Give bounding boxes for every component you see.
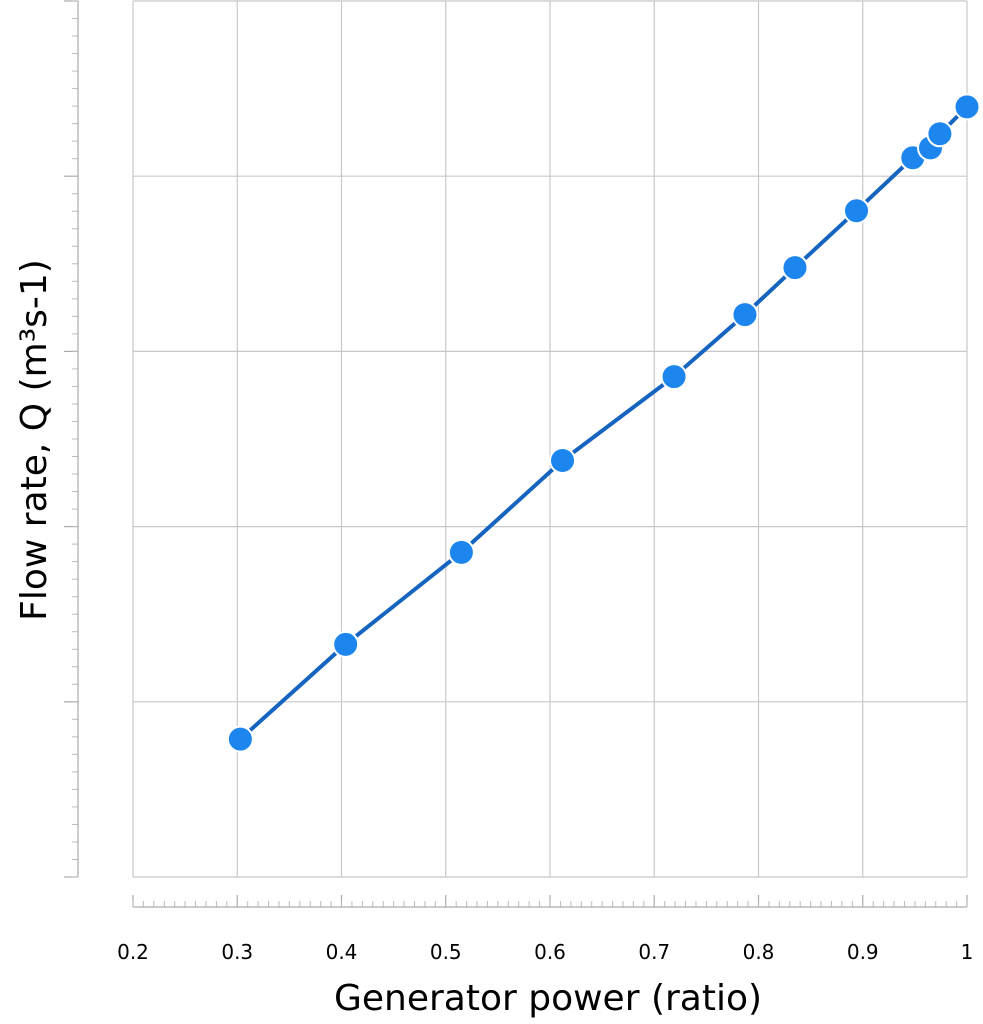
data-point: [842, 197, 870, 225]
x-tick-label: 0.5: [430, 940, 462, 964]
x-axis-label: Generator power (ratio): [334, 978, 762, 1019]
data-point: [332, 630, 360, 658]
data-point: [953, 93, 981, 121]
x-tick-label: 1: [961, 940, 974, 964]
x-tick-label: 0.6: [534, 940, 566, 964]
data-point: [447, 538, 475, 566]
data-point: [226, 725, 254, 753]
x-tick-label: 0.9: [847, 940, 879, 964]
x-tick-label: 0.3: [221, 940, 253, 964]
y-axis-label: Flow rate, Q (m³s-1): [14, 259, 55, 621]
data-point: [660, 363, 688, 391]
data-point: [781, 254, 809, 282]
x-tick-label: 0.4: [326, 940, 358, 964]
data-point: [549, 447, 577, 475]
x-tick-label: 0.2: [117, 940, 149, 964]
x-tick-label: 0.7: [638, 940, 670, 964]
x-tick-label: 0.8: [743, 940, 775, 964]
data-point: [731, 301, 759, 329]
data-point: [926, 120, 954, 148]
